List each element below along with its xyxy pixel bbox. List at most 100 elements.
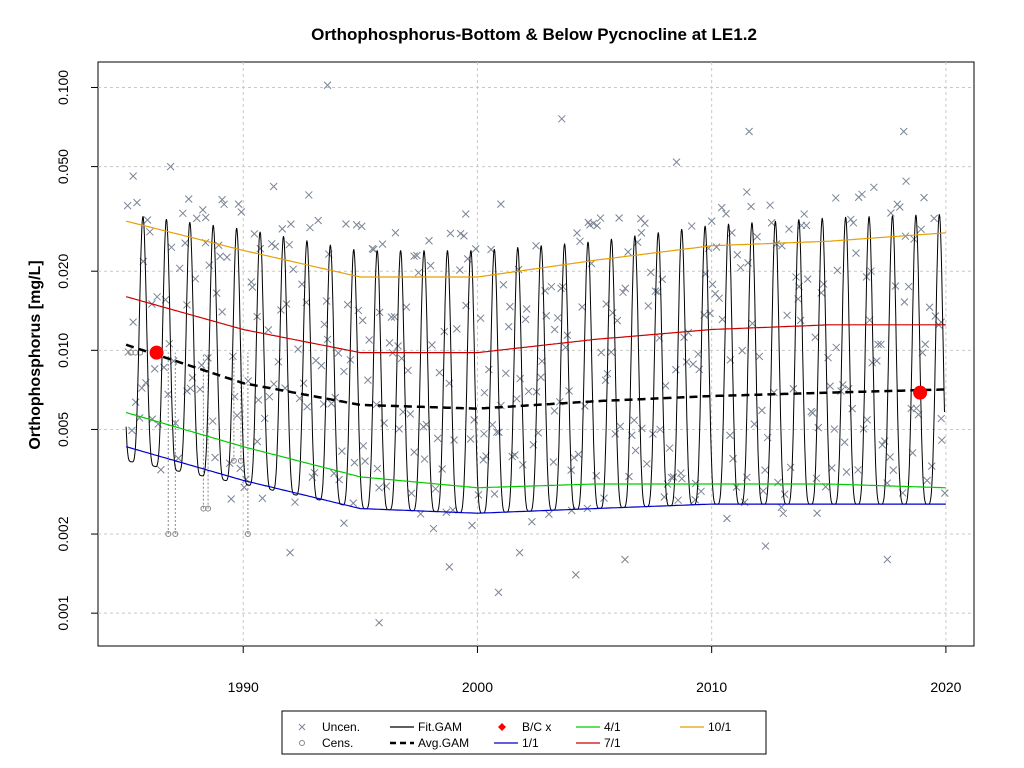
y-tick-label: 0.005 (55, 412, 71, 447)
uncensored-point (178, 209, 187, 218)
series-line-avg-gam (125, 343, 946, 410)
uncensored-point (128, 426, 136, 435)
uncensored-point (902, 177, 910, 186)
uncensored-point (359, 441, 368, 450)
x-tick-label: 2000 (462, 679, 493, 695)
uncensored-point (904, 282, 913, 291)
uncensored-point (941, 489, 949, 498)
uncensored-point (269, 380, 278, 388)
uncensored-point (733, 250, 742, 259)
uncensored-point (334, 349, 343, 357)
uncensored-point (707, 217, 716, 226)
y-tick-label: 0.010 (55, 333, 71, 368)
uncensored-point (887, 209, 895, 217)
uncensored-point (581, 402, 589, 410)
legend-label: 10/1 (708, 720, 732, 734)
uncensored-point (899, 127, 908, 136)
uncensored-point (212, 289, 221, 297)
legend-label: 7/1 (604, 736, 621, 750)
uncensored-point (538, 357, 546, 366)
uncensored-point (553, 314, 562, 322)
uncensored-point (129, 172, 137, 180)
uncensored-point (460, 232, 468, 240)
uncensored-point (774, 478, 782, 487)
uncensored-point (175, 264, 184, 273)
uncensored-point (608, 308, 617, 317)
uncensored-point (547, 282, 556, 291)
uncensored-point (494, 588, 503, 597)
uncensored-point (848, 404, 857, 413)
uncensored-point (435, 368, 444, 377)
uncensored-point (499, 280, 508, 289)
uncensored-point (198, 206, 207, 214)
uncensored-point (717, 203, 726, 212)
uncensored-point (802, 221, 811, 230)
censored-point (165, 531, 172, 538)
uncensored-point (304, 191, 313, 199)
uncensored-point (391, 228, 400, 237)
uncensored-point (766, 201, 774, 210)
uncensored-point (927, 462, 936, 470)
uncensored-point (912, 404, 921, 413)
uncensored-point (265, 392, 274, 401)
uncensored-point (323, 335, 332, 344)
uncensored-point (484, 365, 493, 374)
uncensored-point (196, 385, 204, 394)
uncensored-point (133, 198, 141, 207)
uncensored-point (877, 340, 885, 349)
censored-point (172, 531, 179, 538)
uncensored-point (220, 200, 228, 209)
uncensored-point (294, 345, 302, 353)
y-tick-label: 0.002 (55, 516, 71, 551)
x-tick-label: 2020 (930, 679, 961, 695)
uncensored-point (191, 274, 200, 283)
uncensored-point (656, 425, 664, 434)
uncensored-point (578, 303, 586, 311)
uncensored-point (306, 223, 314, 232)
uncensored-point (722, 209, 730, 218)
uncensored-point (425, 236, 433, 245)
uncensored-point (658, 275, 667, 284)
uncensored-point (314, 216, 323, 225)
uncensored-point (593, 221, 601, 230)
uncensored-point (167, 243, 176, 252)
bc-point (913, 385, 928, 400)
uncensored-point (518, 460, 527, 469)
uncensored-point (218, 308, 226, 316)
uncensored-point (621, 284, 630, 293)
uncensored-point (694, 350, 703, 359)
uncensored-point (624, 248, 632, 256)
uncensored-point (574, 450, 583, 459)
uncensored-point (515, 548, 524, 557)
uncensored-point (549, 458, 558, 466)
uncensored-point (357, 222, 366, 231)
uncensored-point (131, 398, 140, 406)
uncensored-point (410, 448, 419, 456)
uncensored-point (576, 237, 584, 246)
uncensored-point (895, 203, 904, 211)
uncensored-point (524, 387, 533, 396)
uncensored-point (426, 261, 435, 270)
uncensored-point (145, 227, 154, 236)
uncensored-point (937, 436, 946, 445)
uncensored-point (646, 268, 655, 277)
y-tick-label: 0.100 (55, 70, 71, 105)
uncensored-point (511, 451, 519, 459)
uncensored-point (208, 417, 217, 425)
uncensored-point (621, 555, 629, 564)
uncensored-point (925, 303, 934, 312)
uncensored-point (521, 315, 530, 324)
uncensored-point (678, 474, 686, 483)
uncensored-point (323, 81, 332, 90)
uncensored-point (494, 428, 503, 437)
uncensored-point (361, 457, 369, 466)
uncensored-point (672, 158, 681, 166)
uncensored-point (455, 266, 464, 274)
uncensored-point (378, 240, 387, 248)
uncensored-point (372, 400, 381, 409)
uncensored-point (854, 466, 862, 474)
uncensored-point (260, 414, 269, 423)
uncensored-point (450, 436, 458, 444)
uncensored-point (832, 343, 841, 352)
uncensored-point (672, 365, 680, 374)
